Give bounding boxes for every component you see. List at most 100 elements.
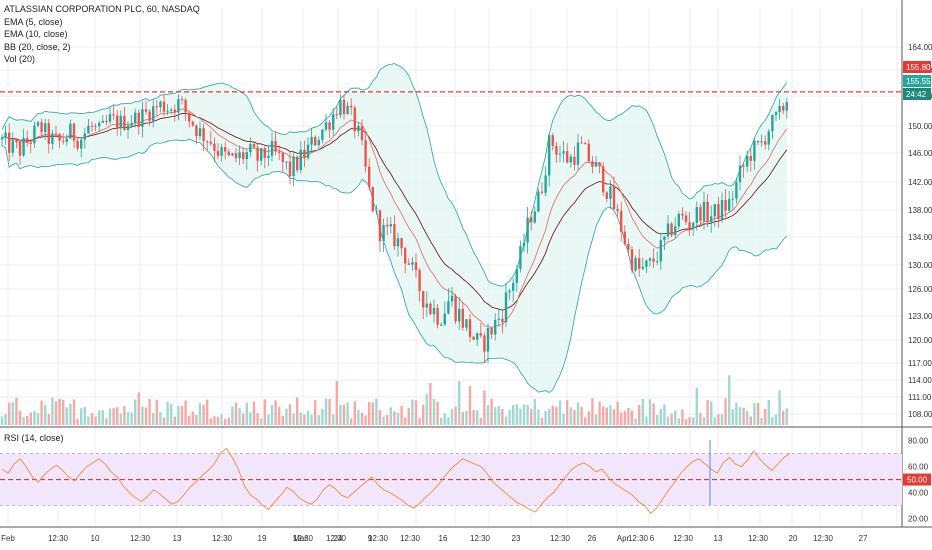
volume-bar	[753, 403, 756, 425]
candle-body	[299, 149, 302, 171]
countdown-tag-bg	[903, 88, 931, 100]
candle	[303, 140, 306, 167]
volume-bar	[407, 407, 410, 425]
candle	[245, 148, 248, 170]
candle-body	[213, 143, 216, 151]
volume-bar	[119, 413, 122, 425]
volume-bar	[785, 408, 788, 425]
candle-body	[54, 133, 58, 135]
volume-bar	[537, 409, 540, 425]
volume-bar	[364, 415, 367, 425]
candle-body	[11, 140, 14, 153]
candle-body	[702, 201, 706, 221]
candle	[249, 137, 252, 157]
volume-bar	[224, 418, 227, 425]
rsi-legend[interactable]: RSI (14, close)	[4, 433, 64, 443]
candle	[285, 161, 288, 170]
candle	[782, 102, 785, 115]
candle-body	[8, 132, 11, 153]
candle-body	[738, 165, 742, 183]
candle	[26, 130, 29, 147]
legend-volume[interactable]: Vol (20)	[4, 54, 36, 65]
volume-bar	[404, 417, 407, 425]
candle	[666, 215, 670, 240]
candle-body	[134, 112, 137, 124]
candle	[598, 162, 601, 174]
candle	[155, 99, 158, 116]
volume-bar	[591, 398, 594, 425]
candle	[11, 132, 14, 157]
volume-bar	[209, 418, 212, 425]
candle-body	[486, 327, 490, 352]
candle-body	[317, 139, 320, 146]
volume-bar	[767, 399, 770, 425]
candle-body	[652, 258, 655, 262]
candle	[659, 232, 662, 270]
candle	[522, 233, 526, 253]
candle	[22, 128, 25, 157]
volume-bar	[501, 408, 504, 425]
candle	[0, 134, 4, 147]
volume-bar	[587, 411, 590, 425]
candle	[720, 192, 724, 224]
volume-bar	[548, 408, 551, 425]
volume-bar	[432, 399, 436, 425]
volume-bar	[137, 392, 140, 425]
legend-bb[interactable]: BB (20, close, 2)	[4, 41, 71, 52]
candle-body	[126, 125, 130, 131]
candle-body	[735, 182, 738, 199]
candle-body	[364, 140, 367, 167]
symbol-title: ATLASSIAN CORPORATION PLC, 60, NASDAQ	[4, 4, 200, 14]
rsi-midline-tag-bg	[903, 473, 931, 486]
volume-bar	[663, 404, 666, 425]
candle	[512, 278, 515, 303]
candle	[695, 201, 698, 231]
candle-body	[530, 217, 533, 223]
candle	[393, 215, 396, 251]
candle	[382, 218, 385, 253]
legend-ema5[interactable]: EMA (5, close)	[4, 16, 63, 27]
candle-body	[591, 161, 594, 167]
candle-body	[224, 147, 227, 152]
candle-body	[742, 165, 745, 167]
volume-bar	[468, 386, 472, 425]
legend-ema10[interactable]: EMA (10, close)	[4, 29, 68, 40]
volume-bar	[674, 410, 677, 425]
volume-bar	[540, 417, 544, 425]
price-tick-label: 150.00	[908, 122, 932, 131]
volume-bars	[0, 375, 788, 425]
candle	[497, 309, 500, 327]
volume-bar	[414, 400, 418, 425]
volume-bar	[681, 409, 684, 425]
candle	[526, 206, 529, 254]
candle-body	[58, 134, 61, 141]
candle	[40, 118, 43, 138]
candle	[328, 119, 331, 139]
candle-body	[695, 207, 698, 223]
candle	[544, 166, 547, 197]
candle-body	[368, 166, 371, 188]
candle	[486, 323, 490, 364]
candle-body	[274, 141, 277, 152]
candle-body	[458, 308, 461, 322]
candle-body	[555, 145, 558, 155]
candle	[587, 139, 590, 163]
candle-body	[764, 141, 767, 145]
candle	[414, 253, 418, 278]
candle	[555, 141, 558, 163]
volume-bar	[130, 412, 133, 425]
volume-bar	[368, 401, 371, 425]
candle	[296, 155, 299, 173]
candle	[72, 122, 76, 149]
volume-bar	[756, 403, 760, 425]
candle-body	[638, 258, 641, 269]
volume-bar	[206, 399, 209, 425]
countdown-tag: 24:42	[906, 90, 927, 99]
volume-bar	[191, 411, 194, 425]
volume-bar	[522, 404, 526, 425]
volume-bar	[234, 402, 238, 425]
candle-body	[634, 258, 637, 271]
candle	[198, 121, 202, 140]
candle	[396, 232, 400, 257]
candle	[458, 297, 461, 330]
